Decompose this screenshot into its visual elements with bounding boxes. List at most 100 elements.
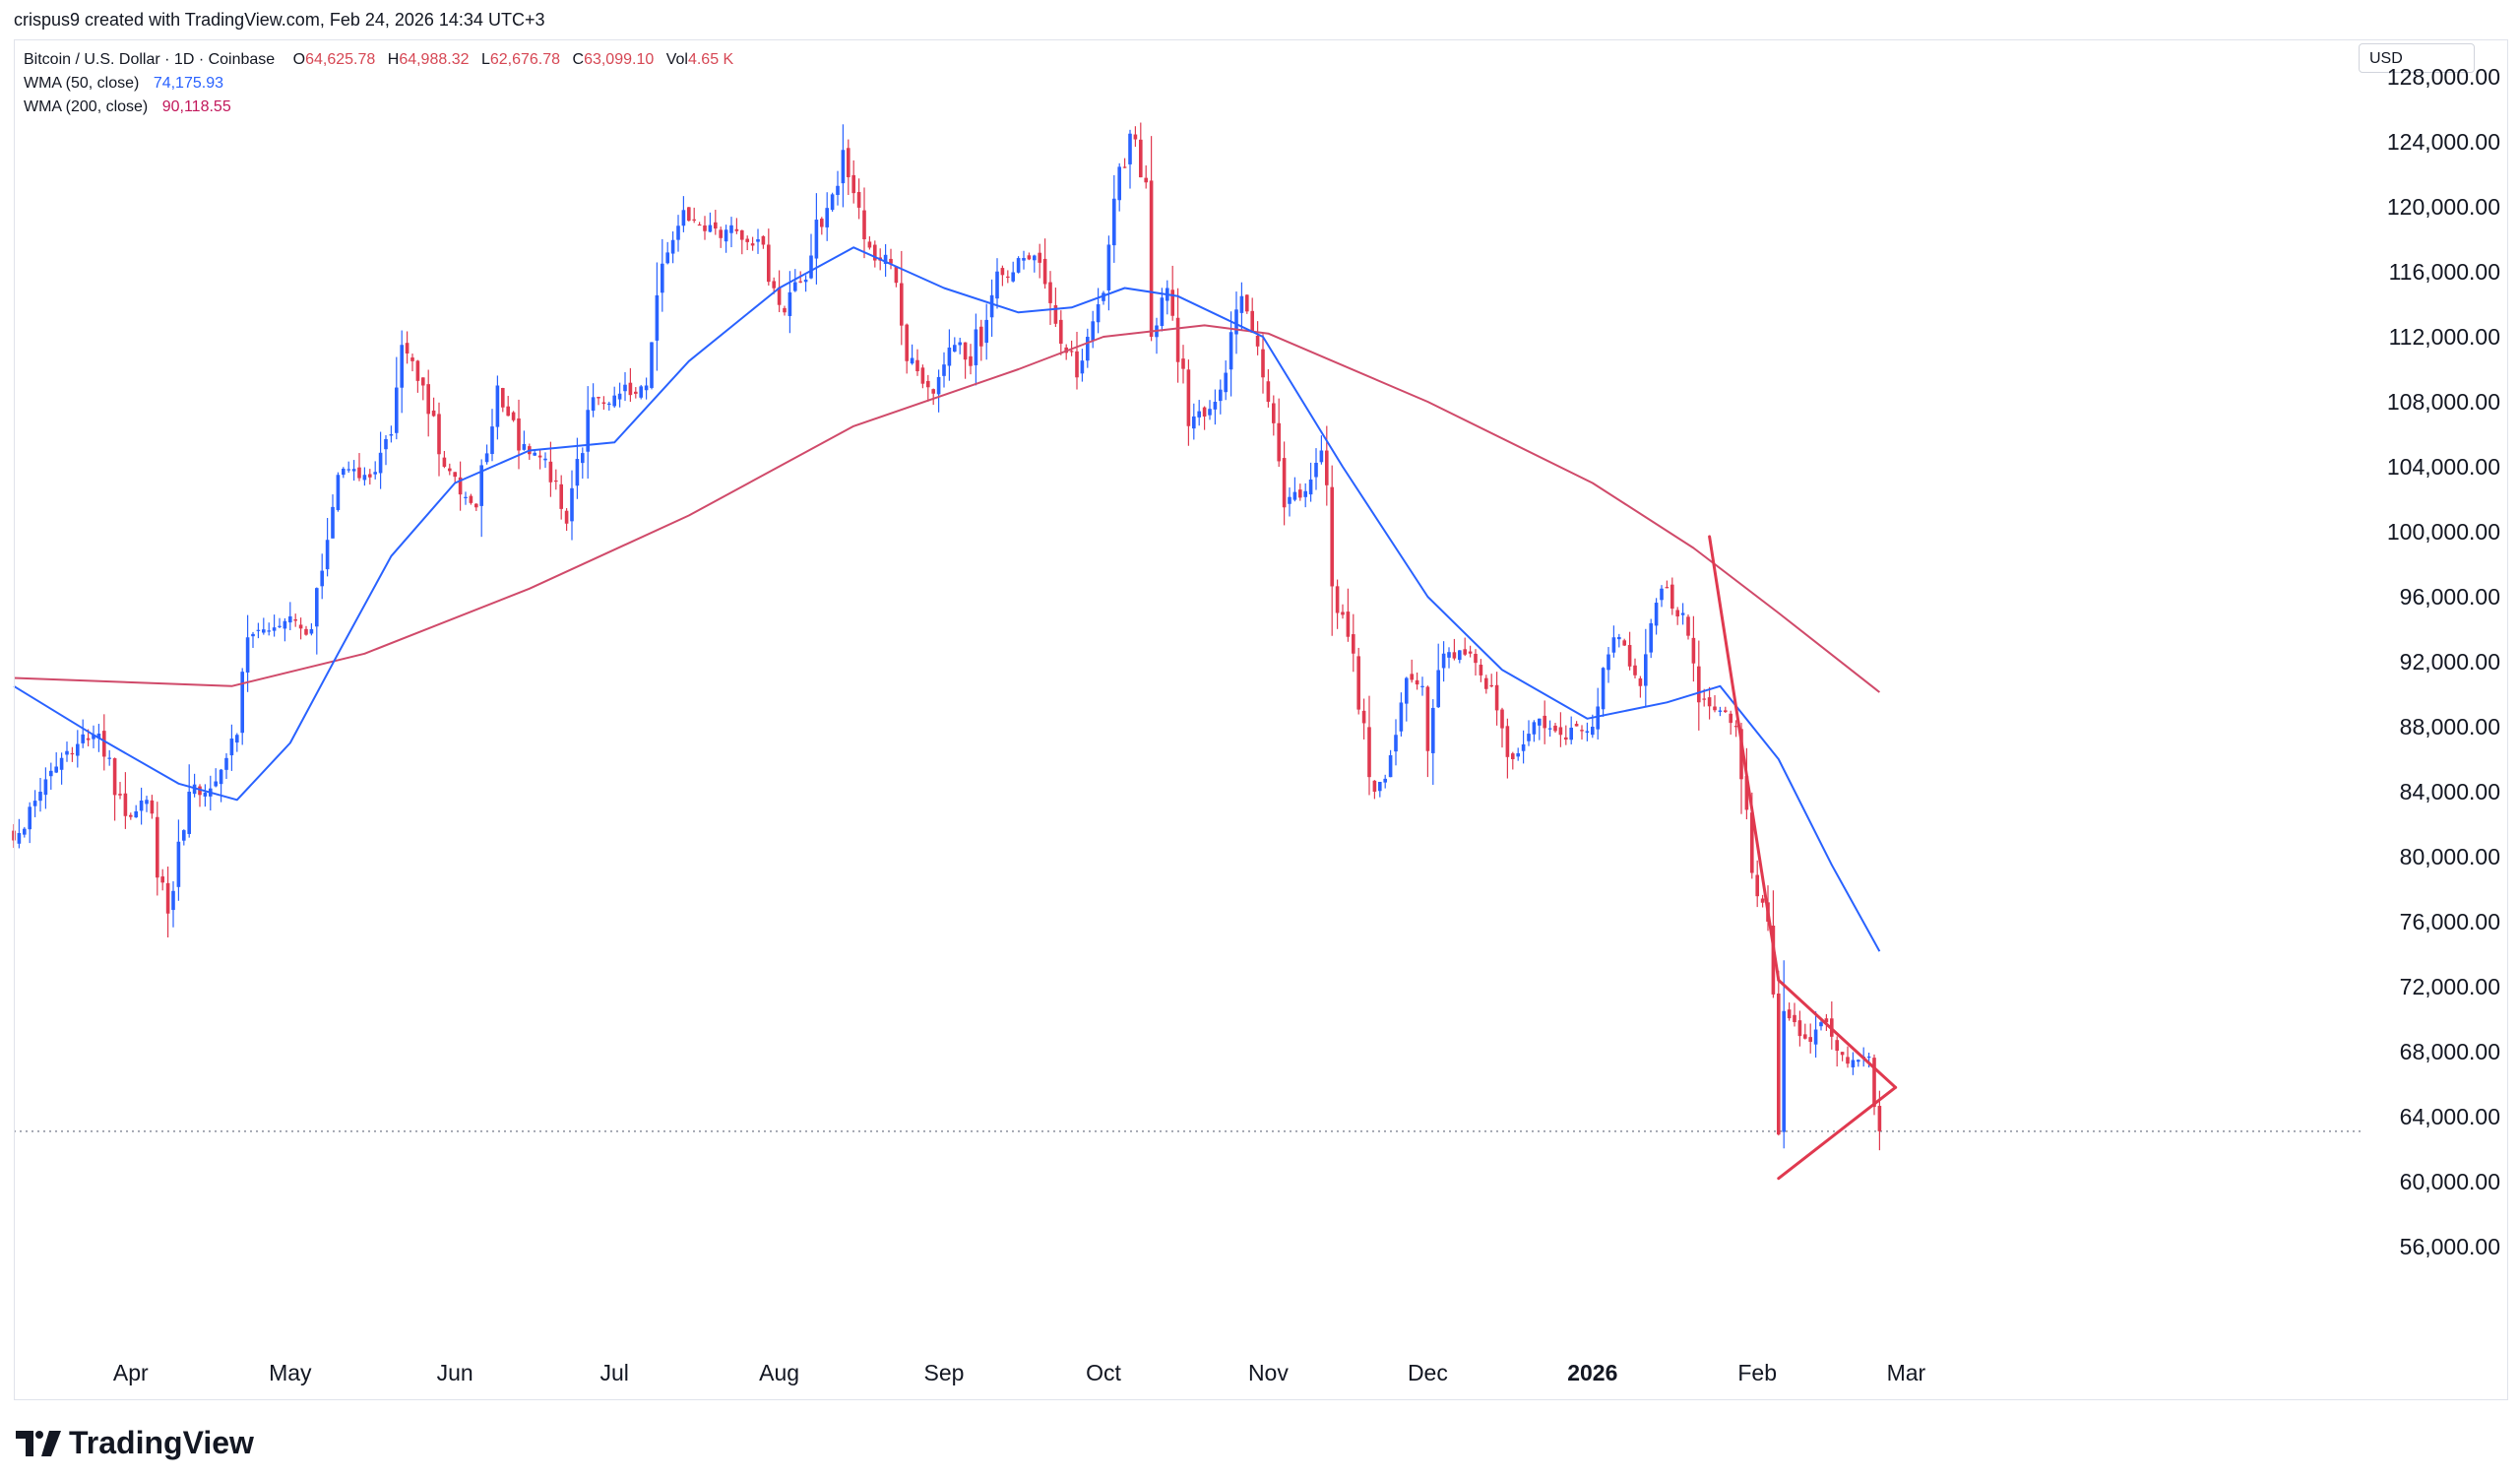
candle-body [570, 487, 574, 522]
candle-body [936, 376, 941, 395]
candle-body [1239, 295, 1244, 313]
candle-body [1208, 409, 1212, 416]
candle-body [575, 459, 580, 486]
candle-body [665, 252, 669, 264]
candle-body [681, 210, 686, 226]
candle-body [448, 468, 452, 472]
candle-body [958, 342, 962, 346]
candle-body [1474, 653, 1478, 664]
candle-body [1038, 252, 1041, 263]
y-tick-label: 116,000.00 [2389, 259, 2500, 285]
candle-body [272, 627, 277, 631]
candle-body [1250, 310, 1254, 333]
high-value: 64,988.32 [399, 51, 470, 68]
y-tick-label: 84,000.00 [2400, 779, 2500, 804]
currency-selector[interactable]: USD [2359, 43, 2475, 73]
trendline [1777, 978, 1898, 1089]
candle-body [533, 452, 536, 456]
candle-body [581, 453, 585, 464]
candle-body [1410, 674, 1414, 680]
candle-body [145, 800, 149, 804]
candle-body [607, 403, 611, 406]
y-tick-label: 104,000.00 [2387, 454, 2500, 480]
candle-body [346, 469, 350, 471]
y-tick-label: 60,000.00 [2400, 1169, 2500, 1194]
candle-body [267, 630, 271, 632]
candle-body [1261, 349, 1265, 378]
open-value: 64,625.78 [305, 51, 376, 68]
candle-body [655, 294, 660, 341]
candle-body [1872, 1058, 1876, 1108]
candle-body [650, 342, 654, 388]
candle-body [947, 347, 952, 366]
candle-body [798, 281, 802, 283]
candle-body [1782, 1010, 1786, 1132]
candle-body [474, 503, 478, 508]
candle-body [1718, 710, 1723, 712]
candle-body [883, 254, 888, 264]
candle-body [783, 307, 787, 313]
wma200-legend[interactable]: WMA (200, close) 90,118.55 [24, 98, 231, 116]
wma50-legend[interactable]: WMA (50, close) 74,175.93 [24, 75, 223, 93]
candle-body [134, 810, 138, 818]
candle-body [336, 475, 341, 510]
candle-body [1022, 258, 1026, 261]
candle-body [1857, 1060, 1860, 1062]
candle-body [1489, 684, 1493, 687]
candle-body [1033, 255, 1037, 261]
y-tick-label: 128,000.00 [2387, 64, 2500, 90]
y-tick-label: 100,000.00 [2387, 519, 2500, 545]
candle-body [894, 266, 899, 284]
candle-body [1553, 725, 1557, 732]
candle-body [453, 472, 457, 478]
candle-body [920, 367, 925, 384]
candle-body [1516, 752, 1520, 757]
candle-body [644, 385, 649, 391]
candle-body [554, 480, 558, 483]
candle-body [65, 750, 69, 755]
x-tick-label: Nov [1248, 1360, 1289, 1385]
candle-body [772, 281, 776, 289]
candle-body [1352, 634, 1355, 654]
candle-body [543, 458, 547, 461]
candle-body [1500, 709, 1504, 729]
candle-body [1787, 1009, 1792, 1019]
wma200-label: WMA (200, close) [24, 98, 149, 115]
candle-body [841, 150, 846, 184]
candle-body [49, 770, 53, 777]
y-tick-label: 80,000.00 [2400, 844, 2500, 869]
candle-body [1255, 335, 1260, 347]
candle-body [1622, 640, 1626, 646]
candle-body [1346, 611, 1351, 637]
candle-body [1538, 718, 1542, 726]
candle-body [1601, 668, 1606, 710]
candle-body [1288, 496, 1292, 504]
candle-body [1702, 698, 1706, 700]
candle-body [1760, 898, 1765, 903]
candle-body [788, 291, 792, 316]
y-tick-label: 124,000.00 [2387, 129, 2500, 155]
close-value: 63,099.10 [584, 51, 655, 68]
candle-body [601, 402, 606, 405]
candle-body [1181, 358, 1185, 369]
candle-body [479, 465, 483, 506]
candle-body [378, 452, 383, 474]
trendline [1777, 1085, 1898, 1181]
x-tick-label: Jun [437, 1360, 473, 1385]
candle-body [1633, 665, 1637, 676]
candle-body [1851, 1060, 1856, 1067]
candle-body [617, 393, 622, 400]
volume-label: Vol [665, 51, 688, 68]
candle-body [123, 793, 128, 816]
candle-body [915, 359, 919, 372]
author-header: crispus9 created with TradingView.com, F… [14, 10, 545, 30]
candle-body [1707, 697, 1712, 707]
candle-body [43, 779, 48, 796]
candle-body [325, 540, 330, 570]
candle-body [931, 389, 935, 394]
candle-body [867, 241, 872, 248]
candle-body [1425, 686, 1430, 751]
candle-body [1463, 649, 1467, 655]
candle-body [750, 243, 755, 246]
